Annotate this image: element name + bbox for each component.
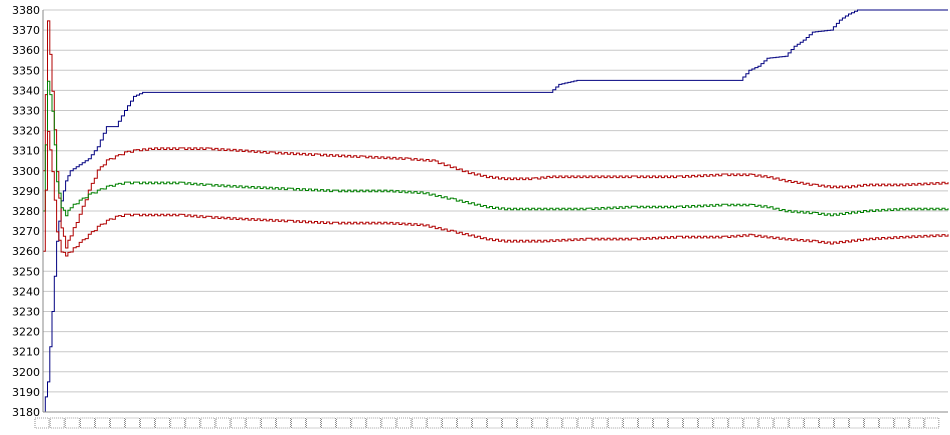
series-lines xyxy=(43,9,949,413)
x-tick-label xyxy=(487,417,502,429)
x-tick-label xyxy=(924,417,940,429)
x-tick-label xyxy=(592,417,608,429)
x-tick-label xyxy=(803,417,819,429)
x-tick-label xyxy=(532,417,548,429)
y-tick-label: 3330 xyxy=(12,105,40,118)
series-line-3 xyxy=(43,80,949,217)
x-tick-label xyxy=(607,417,623,429)
x-tick-label xyxy=(411,417,427,429)
x-tick-label xyxy=(260,417,276,429)
x-tick-label xyxy=(110,417,125,429)
y-tick-label: 3210 xyxy=(12,346,40,359)
x-tick-label xyxy=(441,417,457,429)
y-tick-label: 3190 xyxy=(12,386,40,399)
x-tick-label xyxy=(49,417,65,429)
series-line-4 xyxy=(43,130,949,257)
x-tick-label xyxy=(758,417,774,429)
y-tick-label: 3220 xyxy=(12,326,40,339)
x-tick-label xyxy=(818,417,834,429)
y-tick-label: 3270 xyxy=(12,225,40,238)
x-tick-label xyxy=(502,417,517,429)
series-line-1 xyxy=(43,9,948,413)
x-tick-label xyxy=(426,417,442,429)
x-tick-label xyxy=(170,417,186,429)
y-tick-label: 3280 xyxy=(12,205,40,218)
y-tick-label: 3180 xyxy=(12,406,40,419)
x-tick-label xyxy=(456,417,472,429)
x-tick-label xyxy=(683,417,698,429)
x-tick-label xyxy=(351,417,367,429)
y-tick-label: 3230 xyxy=(12,306,40,319)
x-tick-label xyxy=(849,417,864,429)
x-tick-label xyxy=(185,417,201,429)
x-tick-label xyxy=(34,417,50,429)
x-tick-label xyxy=(864,417,879,429)
x-tick-label xyxy=(713,417,729,429)
series-line-2 xyxy=(43,20,949,249)
x-tick-label xyxy=(879,417,895,429)
grid-lines xyxy=(43,9,948,413)
x-tick-label xyxy=(743,417,759,429)
x-tick-label xyxy=(517,417,533,429)
x-tick-label xyxy=(64,417,80,429)
x-tick-label xyxy=(245,417,261,429)
x-tick-label xyxy=(909,417,925,429)
x-tick-label xyxy=(773,417,789,429)
y-tick-label: 3320 xyxy=(12,125,40,138)
y-tick-label: 3370 xyxy=(12,24,40,37)
x-tick-label xyxy=(834,417,849,429)
x-tick-label xyxy=(577,417,593,429)
x-tick-label xyxy=(547,417,563,429)
x-tick-label xyxy=(336,417,352,429)
x-tick-label xyxy=(215,417,231,429)
x-tick-label xyxy=(230,417,246,429)
x-tick-label xyxy=(728,417,744,429)
y-tick-label: 3250 xyxy=(12,265,40,278)
y-tick-label: 3340 xyxy=(12,84,40,97)
x-tick-label xyxy=(637,417,653,429)
x-tick-label xyxy=(698,417,714,429)
y-tick-label: 3380 xyxy=(12,4,40,17)
x-axis-tick-labels xyxy=(34,417,940,429)
x-tick-label xyxy=(562,417,578,429)
y-tick-label: 3240 xyxy=(12,285,40,298)
x-tick-label xyxy=(396,417,412,429)
y-tick-label: 3200 xyxy=(12,366,40,379)
x-tick-label xyxy=(291,417,306,429)
y-tick-label: 3310 xyxy=(12,145,40,158)
x-tick-label xyxy=(472,417,487,429)
x-tick-label xyxy=(622,417,638,429)
y-axis-tick-labels: 3180 3190 3200 3210 3220 3230 3240 3250 3260 3270… xyxy=(12,4,40,419)
x-tick-label xyxy=(321,417,336,429)
x-tick-label xyxy=(95,417,110,429)
x-tick-label xyxy=(788,417,804,429)
x-tick-label xyxy=(125,417,140,429)
y-tick-label: 3350 xyxy=(12,64,40,77)
y-tick-label: 3360 xyxy=(12,44,40,57)
y-tick-label: 3290 xyxy=(12,185,40,198)
x-tick-label xyxy=(155,417,170,429)
x-tick-label xyxy=(381,417,397,429)
x-tick-label xyxy=(306,417,321,429)
x-tick-label xyxy=(140,417,155,429)
x-tick-label xyxy=(653,417,668,429)
x-tick-label xyxy=(894,417,910,429)
x-tick-label xyxy=(366,417,382,429)
x-tick-label xyxy=(80,417,95,429)
x-tick-label xyxy=(200,417,216,429)
y-tick-label: 3300 xyxy=(12,165,40,178)
x-tick-label xyxy=(275,417,291,429)
y-tick-label: 3260 xyxy=(12,245,40,258)
x-tick-label xyxy=(668,417,683,429)
